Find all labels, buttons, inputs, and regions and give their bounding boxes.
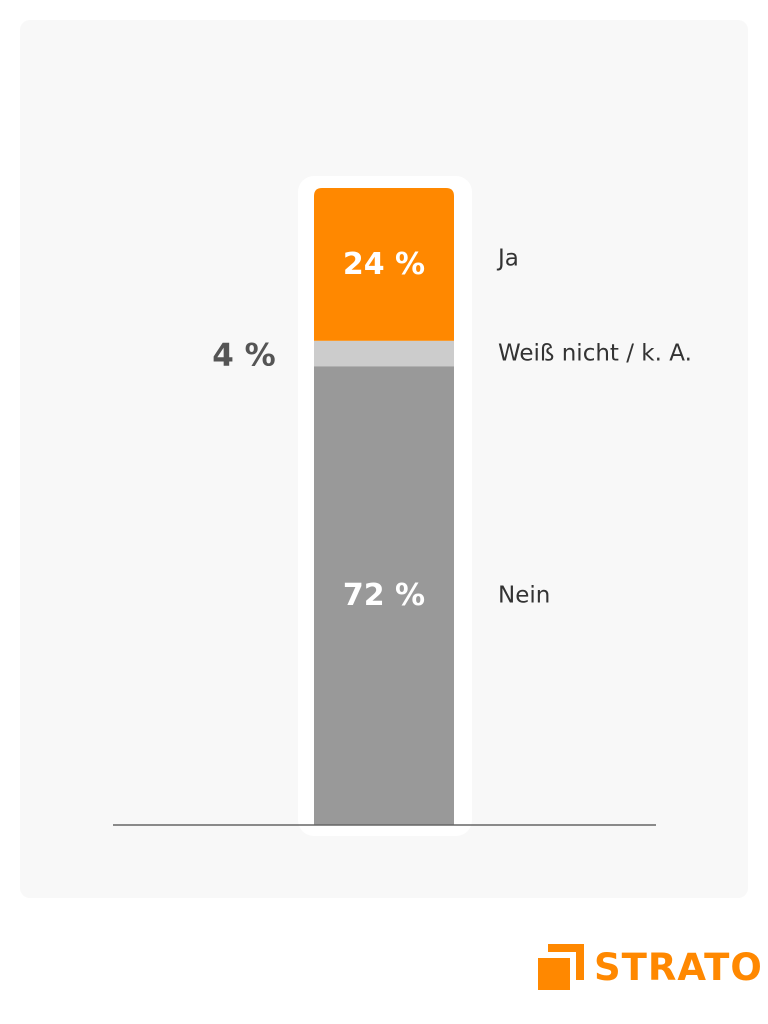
legend: Ja Weiß nicht / k. A. Nein: [496, 245, 692, 608]
strato-logo: STRATO: [538, 944, 762, 992]
legend-label-wei-nicht-k-a: Weiß nicht / k. A.: [498, 341, 692, 367]
strato-logo-icon: [538, 944, 584, 990]
legend-label-ja: Ja: [496, 245, 519, 271]
bar-labels: 24 % 4 % 72 %: [212, 247, 425, 613]
value-label-wei-nicht-k-a: 4 %: [212, 338, 275, 374]
value-label-nein: 72 %: [343, 578, 425, 613]
value-label-ja: 24 %: [343, 247, 425, 282]
bar-segment-ja: [314, 188, 454, 341]
brand-name: STRATO: [594, 946, 763, 989]
bar-segments: [314, 188, 454, 825]
legend-label-nein: Nein: [498, 583, 550, 609]
bar-segment-wei-nicht-k-a: [314, 340, 454, 367]
bar-segment-nein: [314, 366, 454, 825]
